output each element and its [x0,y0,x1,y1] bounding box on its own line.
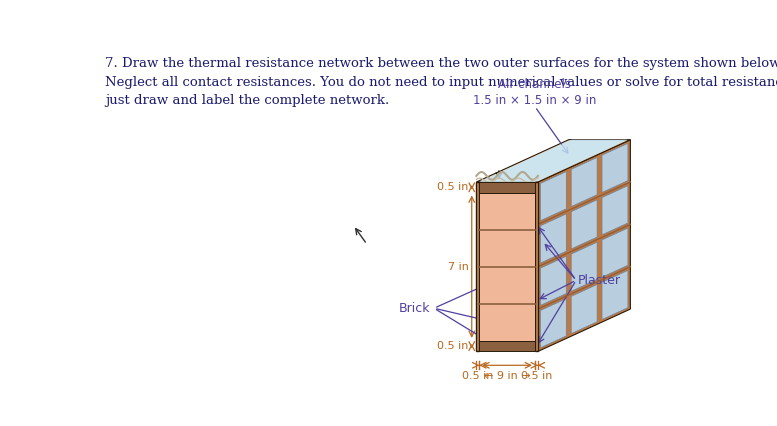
Bar [479,341,535,351]
Polygon shape [602,271,628,320]
Bar [479,193,535,341]
Text: 0.5 in: 0.5 in [437,341,469,351]
Polygon shape [602,143,628,193]
Bar [535,182,538,351]
Text: Air channels
1.5 in × 1.5 in × 9 in: Air channels 1.5 in × 1.5 in × 9 in [473,78,597,106]
Polygon shape [571,200,597,249]
Text: 7 in: 7 in [448,262,469,272]
Polygon shape [538,140,630,351]
Polygon shape [541,214,566,263]
Polygon shape [479,140,627,182]
Polygon shape [602,228,628,277]
Polygon shape [571,158,597,207]
Text: Plaster: Plaster [577,274,621,287]
Polygon shape [571,242,597,291]
Text: Brick: Brick [399,302,430,315]
Text: 0.5 in: 0.5 in [521,371,552,381]
Text: 7. Draw the thermal resistance network between the two outer surfaces for the sy: 7. Draw the thermal resistance network b… [105,57,777,107]
Bar [479,182,535,193]
Polygon shape [541,172,566,221]
Polygon shape [602,186,628,235]
Polygon shape [571,285,597,334]
Polygon shape [476,140,630,182]
Polygon shape [541,299,566,348]
Bar [476,182,479,351]
Text: 0.5 in: 0.5 in [437,182,469,192]
Polygon shape [541,256,566,305]
Text: ← 9 in →: ← 9 in → [484,371,531,381]
Text: 0.5 in: 0.5 in [462,371,493,381]
